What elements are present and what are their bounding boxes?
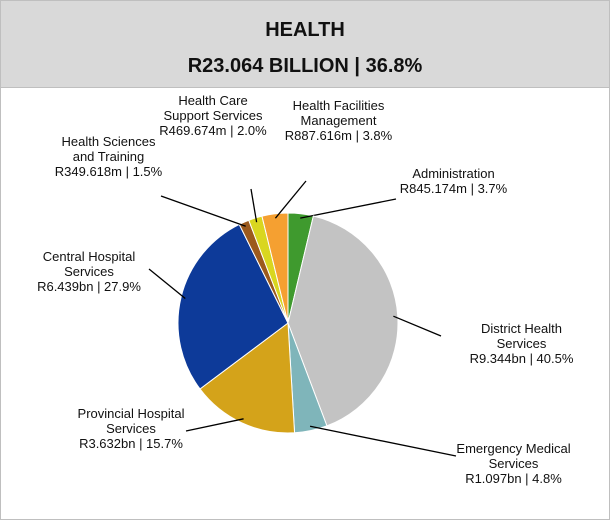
leader-line <box>185 418 244 432</box>
value-label: R6.439bn | 27.9% <box>37 279 141 294</box>
pie-slice <box>199 322 296 434</box>
leader-line <box>393 315 442 337</box>
category-label: Central Hospital Services <box>42 249 136 279</box>
leader-line <box>274 180 307 219</box>
value-label: R887.616m | 3.8% <box>284 128 393 143</box>
category-label: District Health Services <box>481 321 562 351</box>
leader-line <box>250 188 258 223</box>
chart-subtitle: R23.064 BILLION | 36.8% <box>187 55 423 77</box>
category-label: Health Care Support Services <box>163 93 263 123</box>
pie-slice <box>177 223 289 390</box>
value-label: R3.632bn | 15.7% <box>79 436 183 451</box>
category-label: Administration <box>412 166 495 181</box>
slice-label: Provincial Hospital Services R3.632bn | 1… <box>71 406 191 451</box>
chart-title: HEALTH <box>265 19 345 41</box>
leader-line <box>300 198 397 219</box>
category-label: Health Facilities Management <box>292 98 385 128</box>
category-label: Emergency Medical Services <box>456 441 571 471</box>
leader-line <box>160 195 246 227</box>
leader-line <box>148 268 186 299</box>
slice-label: District Health Services R9.344bn | 40.5% <box>459 321 584 366</box>
category-label: Health Sciences and Training <box>61 134 156 164</box>
slice-label: Administration R845.174m | 3.7% <box>396 166 511 196</box>
slice-label: Health Care Support Services R469.674m | … <box>154 93 272 138</box>
value-label: R1.097bn | 4.8% <box>465 471 562 486</box>
slice-label: Central Hospital Services R6.439bn | 27.9… <box>29 249 149 294</box>
leader-line <box>309 425 457 457</box>
category-label: Provincial Hospital Services <box>77 406 185 436</box>
value-label: R9.344bn | 40.5% <box>469 351 574 366</box>
value-label: R469.674m | 2.0% <box>159 123 267 138</box>
pie-slice <box>261 212 289 324</box>
value-label: R349.618m | 1.5% <box>54 164 163 179</box>
slice-label: Health Sciences and Training R349.618m | … <box>51 134 166 179</box>
header: HEALTH R23.064 BILLION | 36.8% <box>1 1 609 88</box>
slice-label: Health Facilities Management R887.616m | … <box>281 98 396 143</box>
slice-label: Emergency Medical Services R1.097bn | 4.8… <box>451 441 576 486</box>
pie-slice <box>287 215 399 427</box>
value-label: R845.174m | 3.7% <box>399 181 508 196</box>
